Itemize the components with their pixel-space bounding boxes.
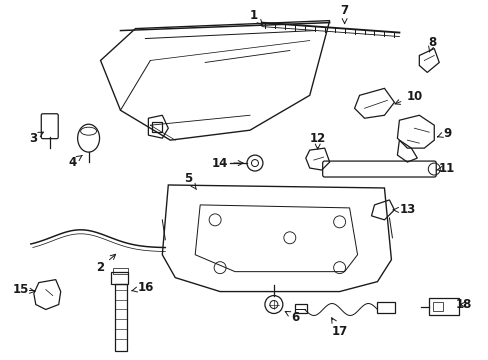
Text: 18: 18: [455, 298, 471, 311]
Bar: [428, 298, 458, 315]
Bar: [112, 268, 128, 274]
Text: 10: 10: [394, 90, 422, 104]
Text: 8: 8: [427, 36, 435, 52]
Bar: [110, 272, 128, 284]
Text: 1: 1: [249, 9, 262, 25]
Bar: [432, 302, 442, 311]
Bar: [115, 284, 127, 351]
Text: 11: 11: [435, 162, 454, 175]
Bar: [377, 302, 395, 314]
Text: 3: 3: [29, 132, 43, 145]
Text: 14: 14: [211, 157, 243, 170]
Text: 2: 2: [96, 254, 115, 274]
Text: 16: 16: [131, 281, 153, 294]
Text: 6: 6: [285, 311, 299, 324]
Text: 9: 9: [437, 127, 450, 140]
Text: 15: 15: [13, 283, 35, 296]
Text: 12: 12: [309, 132, 325, 149]
Text: 7: 7: [340, 4, 348, 23]
Text: 13: 13: [392, 203, 415, 216]
Text: 4: 4: [68, 156, 82, 168]
Text: 5: 5: [183, 171, 196, 190]
Text: 17: 17: [331, 318, 347, 338]
Bar: [294, 303, 306, 314]
Bar: [152, 122, 162, 132]
